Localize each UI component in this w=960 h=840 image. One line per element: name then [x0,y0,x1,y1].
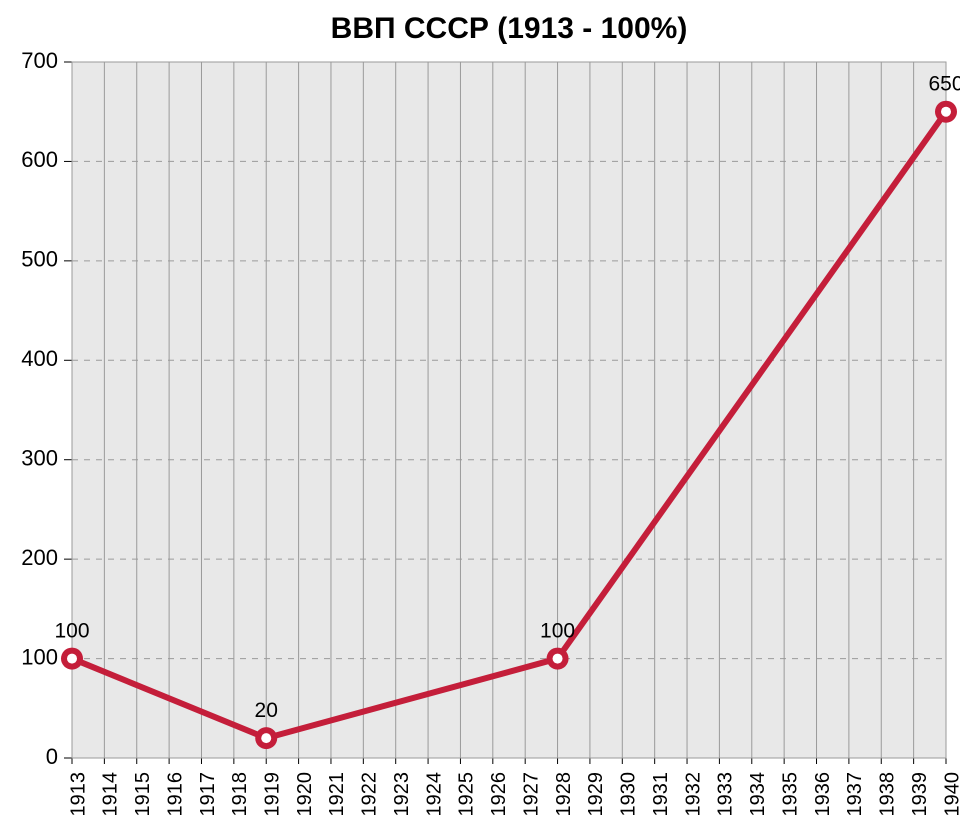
x-tick-label: 1930 [618,772,640,817]
chart-container: 0 100 200 300 400 500 600 700 100 20 100 650 1913 191… [0,0,960,840]
data-point-label: 100 [540,620,575,643]
data-marker-inner [261,733,271,743]
x-tick-label: 1920 [294,772,316,817]
y-tick-label: 300 [21,446,58,471]
x-tick-label: 1915 [132,772,154,817]
y-tick-label: 100 [21,644,58,669]
x-tick-label: 1922 [359,772,381,817]
x-tick-label: 1914 [100,772,122,817]
x-tick-label: 1923 [391,772,413,817]
y-tick-label: 500 [21,247,58,272]
x-tick-label: 1917 [197,772,219,817]
y-tick-label: 700 [21,48,58,73]
y-tick-label: 200 [21,545,58,570]
x-tick-label: 1919 [262,772,284,817]
x-tick-label: 1936 [812,772,834,817]
x-tick-label: 1928 [553,772,575,817]
x-tick-label: 1929 [585,772,607,817]
x-tick-label: 1933 [715,772,737,817]
x-tick-label: 1926 [488,772,510,817]
data-point-label: 650 [928,73,960,96]
x-tick-label: 1934 [747,772,769,817]
x-tick-label: 1931 [650,772,672,817]
x-tick-label: 1935 [779,772,801,817]
x-tick-label: 1918 [229,772,251,817]
x-tick-label: 1938 [877,772,899,817]
chart-title: ВВП СССР (1913 - 100%) [331,12,688,45]
y-tick-label: 0 [46,744,58,769]
x-tick-label: 1913 [67,772,89,817]
x-tick-label: 1932 [682,772,704,817]
chart-svg: 0 100 200 300 400 500 600 700 100 20 100 650 1913 191… [0,0,960,840]
data-marker-inner [67,654,77,664]
y-tick-label: 600 [21,147,58,172]
x-tick-label: 1921 [326,772,348,817]
data-point-label: 20 [255,699,278,722]
x-tick-label: 1937 [844,772,866,817]
data-point-label: 100 [54,620,89,643]
x-tick-label: 1939 [909,772,931,817]
data-marker-inner [941,107,951,117]
data-marker-inner [553,654,563,664]
x-tick-label: 1925 [456,772,478,817]
y-tick-label: 400 [21,346,58,371]
x-tick-label: 1924 [423,772,445,817]
x-tick-label: 1927 [520,772,542,817]
x-tick-label: 1940 [941,772,960,817]
x-tick-label: 1916 [164,772,186,817]
